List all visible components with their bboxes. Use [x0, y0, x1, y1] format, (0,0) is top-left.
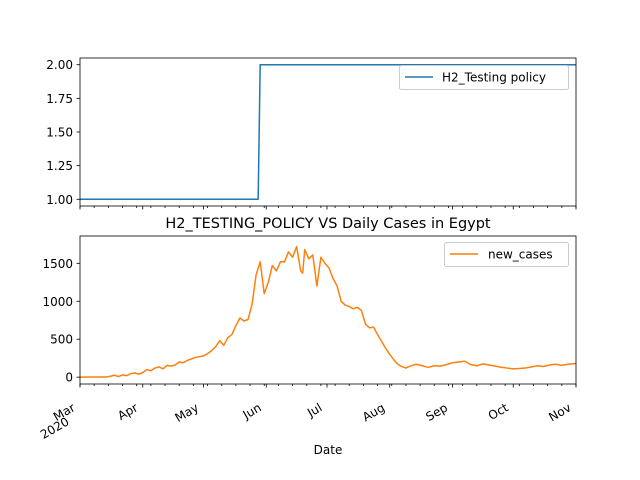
x-tick-label: Jul — [304, 400, 324, 420]
top-x-axis — [79, 206, 577, 210]
top-legend-label: H2_Testing policy — [442, 71, 546, 85]
top-legend: H2_Testing policy — [399, 65, 569, 90]
y-tick-label: 1.25 — [46, 159, 73, 173]
top-subplot: 1.00 1.25 1.50 1.75 2.00 H2_Testing policy — [46, 57, 577, 210]
y-tick-label: 500 — [50, 333, 73, 347]
top-y-axis: 1.00 1.25 1.50 1.75 2.00 — [46, 58, 80, 207]
bottom-plot-frame — [79, 235, 577, 385]
top-legend-box — [399, 65, 569, 90]
bottom-legend-box — [444, 242, 569, 267]
bottom-plot-lines — [79, 245, 577, 378]
series-line-1-0 — [79, 245, 577, 378]
y-tick-label: 2.00 — [46, 58, 73, 72]
y-tick-label: 1500 — [42, 257, 73, 271]
bottom-legend: new_cases — [444, 242, 569, 267]
bottom-y-axis: 0 500 1000 1500 — [42, 257, 80, 385]
y-tick-label: 1.50 — [46, 126, 73, 140]
chart-title: H2_TESTING_POLICY VS Daily Cases in Egyp… — [165, 216, 491, 232]
top-plot-lines — [80, 63, 576, 201]
series-line-0-0 — [80, 63, 576, 201]
y-tick-label: 1.75 — [46, 92, 73, 106]
y-tick-label: 1.00 — [46, 193, 73, 207]
y-tick-label: 1000 — [42, 295, 73, 309]
y-tick-label: 0 — [65, 371, 73, 385]
x-axis-label: Date — [314, 443, 343, 457]
bottom-legend-label: new_cases — [488, 248, 553, 262]
